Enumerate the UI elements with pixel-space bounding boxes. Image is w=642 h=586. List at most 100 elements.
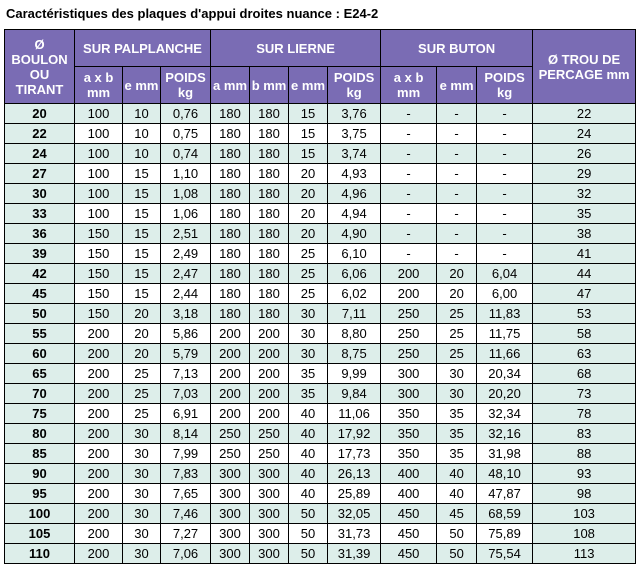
cell-buton-e: 50 [436, 543, 478, 564]
cell-hole-diameter: 103 [532, 503, 637, 524]
cell-lierne-e: 15 [288, 103, 329, 124]
cell-palplanche-e: 30 [122, 503, 161, 524]
table-row: 20 100 10 0,76 180 180 15 3,76- - -22 [4, 103, 637, 124]
cell-lierne-b: 180 [249, 183, 290, 204]
table-row: 30 100 15 1,08 180 180 20 4,96- - -32 [4, 183, 637, 204]
cell-palplanche-poids: 1,08 [159, 183, 212, 204]
cell-lierne-a: 300 [210, 483, 251, 504]
cell-buton-poids: 11,66 [476, 343, 534, 364]
cell-bolt-diameter: 27 [4, 163, 75, 184]
cell-lierne-poids: 32,05 [327, 503, 382, 524]
cell-palplanche-poids: 7,99 [159, 443, 212, 464]
cell-buton-poids: - [476, 203, 534, 224]
cell-palplanche-axb: 100 [74, 143, 123, 164]
cell-palplanche-e: 15 [122, 203, 161, 224]
cell-palplanche-axb: 100 [74, 123, 123, 144]
cell-lierne-b: 300 [249, 523, 290, 544]
cell-buton-e: - [436, 123, 478, 144]
cell-palplanche-axb: 100 [74, 103, 123, 124]
cell-palplanche-axb: 150 [74, 303, 123, 324]
cell-buton-axb: - [380, 203, 438, 224]
cell-lierne-e: 20 [288, 203, 329, 224]
cell-palplanche-e: 20 [122, 303, 161, 324]
table-row: 105 200 30 7,27 300 300 50 31,73 450 50 75,89 108 [4, 523, 637, 544]
cell-buton-axb: - [380, 243, 438, 264]
cell-palplanche-poids: 2,47 [159, 263, 212, 284]
cell-bolt-diameter: 36 [4, 223, 75, 244]
cell-lierne-a: 300 [210, 523, 251, 544]
cell-palplanche-axb: 100 [74, 183, 123, 204]
table-row: 33 100 15 1,06 180 180 20 4,94- - -35 [4, 203, 637, 224]
cell-palplanche-axb: 200 [74, 483, 123, 504]
table-row: 22 100 10 0,75 180 180 15 3,75- - -24 [4, 123, 637, 144]
header-buton-axb: a x b mm [380, 66, 438, 104]
cell-buton-axb: 450 [380, 503, 438, 524]
cell-buton-poids: 75,89 [476, 523, 534, 544]
cell-lierne-a: 180 [210, 163, 251, 184]
cell-buton-e: 50 [436, 523, 478, 544]
cell-lierne-b: 300 [249, 463, 290, 484]
cell-lierne-poids: 4,96 [327, 183, 382, 204]
cell-palplanche-e: 20 [122, 323, 161, 344]
cell-lierne-b: 250 [249, 423, 290, 444]
table-row: 95 200 30 7,65 300 300 40 25,89 400 40 47,87 98 [4, 483, 637, 504]
cell-buton-poids: - [476, 123, 534, 144]
cell-lierne-a: 200 [210, 363, 251, 384]
cell-palplanche-poids: 6,91 [159, 403, 212, 424]
cell-buton-axb: - [380, 123, 438, 144]
cell-buton-poids: 48,10 [476, 463, 534, 484]
cell-lierne-poids: 31,73 [327, 523, 382, 544]
cell-lierne-poids: 4,94 [327, 203, 382, 224]
cell-hole-diameter: 58 [532, 323, 637, 344]
cell-hole-diameter: 68 [532, 363, 637, 384]
cell-palplanche-e: 15 [122, 163, 161, 184]
table-body: 20 100 10 0,76 180 180 15 3,76- - -22 22 100 10 0,75 1… [4, 103, 637, 564]
cell-bolt-diameter: 100 [4, 503, 75, 524]
cell-lierne-a: 180 [210, 183, 251, 204]
cell-lierne-b: 180 [249, 283, 290, 304]
cell-lierne-poids: 6,06 [327, 263, 382, 284]
cell-palplanche-poids: 8,14 [159, 423, 212, 444]
cell-bolt-diameter: 39 [4, 243, 75, 264]
cell-lierne-poids: 4,90 [327, 223, 382, 244]
cell-hole-diameter: 108 [532, 523, 637, 544]
cell-lierne-b: 180 [249, 303, 290, 324]
cell-lierne-a: 180 [210, 283, 251, 304]
cell-lierne-b: 250 [249, 443, 290, 464]
cell-palplanche-poids: 5,79 [159, 343, 212, 364]
cell-lierne-b: 300 [249, 503, 290, 524]
table-row: 55 200 20 5,86 200 200 30 8,80 250 25 11,75 58 [4, 323, 637, 344]
cell-hole-diameter: 32 [532, 183, 637, 204]
cell-buton-poids: - [476, 243, 534, 264]
cell-buton-e: - [436, 103, 478, 124]
cell-palplanche-poids: 5,86 [159, 323, 212, 344]
cell-buton-axb: - [380, 163, 438, 184]
cell-bolt-diameter: 70 [4, 383, 75, 404]
cell-palplanche-poids: 2,51 [159, 223, 212, 244]
cell-lierne-e: 35 [288, 383, 329, 404]
cell-hole-diameter: 88 [532, 443, 637, 464]
cell-palplanche-axb: 200 [74, 463, 123, 484]
cell-lierne-e: 40 [288, 463, 329, 484]
cell-buton-e: 25 [436, 323, 478, 344]
cell-buton-axb: - [380, 183, 438, 204]
cell-lierne-a: 180 [210, 123, 251, 144]
cell-lierne-a: 200 [210, 383, 251, 404]
cell-buton-axb: 350 [380, 403, 438, 424]
table-row: 110 200 30 7,06 300 300 50 31,39 450 50 75,54 113 [4, 543, 637, 564]
cell-buton-e: 35 [436, 423, 478, 444]
cell-lierne-poids: 17,73 [327, 443, 382, 464]
cell-lierne-b: 200 [249, 323, 290, 344]
cell-lierne-a: 200 [210, 323, 251, 344]
cell-buton-poids: - [476, 103, 534, 124]
cell-lierne-b: 180 [249, 163, 290, 184]
cell-bolt-diameter: 105 [4, 523, 75, 544]
table-row: 42 150 15 2,47 180 180 25 6,06 200 20 6,04 44 [4, 263, 637, 284]
cell-lierne-a: 300 [210, 543, 251, 564]
cell-buton-e: 30 [436, 363, 478, 384]
cell-buton-axb: - [380, 143, 438, 164]
cell-lierne-e: 50 [288, 503, 329, 524]
cell-lierne-a: 250 [210, 443, 251, 464]
table-row: 85 200 30 7,99 250 250 40 17,73 350 35 31,98 88 [4, 443, 637, 464]
header-palplanche-axb: a x b mm [74, 66, 123, 104]
